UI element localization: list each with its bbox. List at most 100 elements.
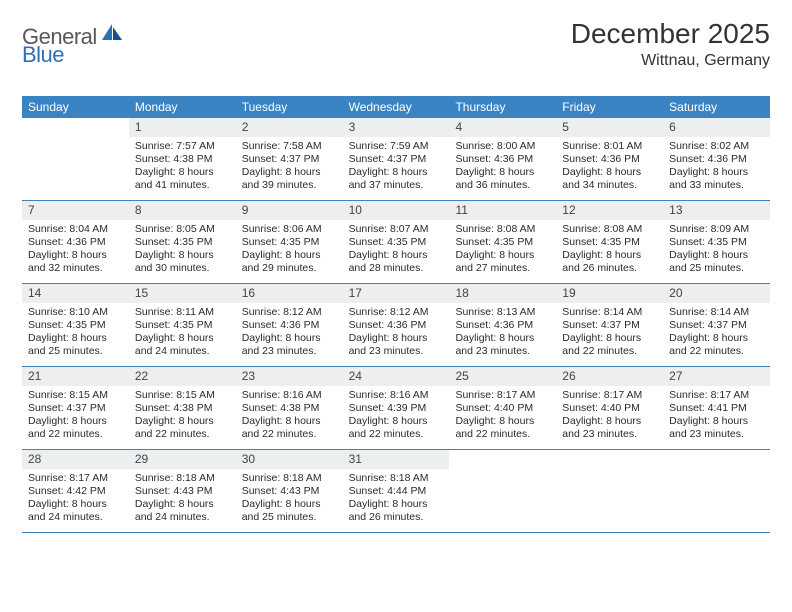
sunset-text: Sunset: 4:36 PM xyxy=(455,319,550,332)
day-cell: 24Sunrise: 8:16 AMSunset: 4:39 PMDayligh… xyxy=(343,367,450,449)
day-number: 9 xyxy=(236,201,343,220)
day-body: Sunrise: 8:06 AMSunset: 4:35 PMDaylight:… xyxy=(236,220,343,280)
dayhead-sun: Sunday xyxy=(22,96,129,118)
day-body: Sunrise: 8:16 AMSunset: 4:39 PMDaylight:… xyxy=(343,386,450,446)
week-row: 14Sunrise: 8:10 AMSunset: 4:35 PMDayligh… xyxy=(22,284,770,367)
week-row: 28Sunrise: 8:17 AMSunset: 4:42 PMDayligh… xyxy=(22,450,770,533)
daylight-text: Daylight: 8 hours and 34 minutes. xyxy=(562,166,657,192)
day-cell: 18Sunrise: 8:13 AMSunset: 4:36 PMDayligh… xyxy=(449,284,556,366)
daylight-text: Daylight: 8 hours and 22 minutes. xyxy=(455,415,550,441)
sunrise-text: Sunrise: 8:15 AM xyxy=(28,389,123,402)
day-body: Sunrise: 8:09 AMSunset: 4:35 PMDaylight:… xyxy=(663,220,770,280)
sunset-text: Sunset: 4:35 PM xyxy=(349,236,444,249)
daylight-text: Daylight: 8 hours and 39 minutes. xyxy=(242,166,337,192)
sunset-text: Sunset: 4:36 PM xyxy=(669,153,764,166)
sunset-text: Sunset: 4:41 PM xyxy=(669,402,764,415)
sunset-text: Sunset: 4:36 PM xyxy=(28,236,123,249)
daylight-text: Daylight: 8 hours and 22 minutes. xyxy=(135,415,230,441)
day-body: Sunrise: 8:17 AMSunset: 4:42 PMDaylight:… xyxy=(22,469,129,529)
logo-text-blue: Blue xyxy=(22,42,64,67)
day-number: 8 xyxy=(129,201,236,220)
sunrise-text: Sunrise: 8:18 AM xyxy=(242,472,337,485)
sunrise-text: Sunrise: 7:59 AM xyxy=(349,140,444,153)
sunset-text: Sunset: 4:38 PM xyxy=(242,402,337,415)
sunset-text: Sunset: 4:35 PM xyxy=(455,236,550,249)
day-number: 1 xyxy=(129,118,236,137)
dayhead-wed: Wednesday xyxy=(343,96,450,118)
sunrise-text: Sunrise: 8:15 AM xyxy=(135,389,230,402)
day-body: Sunrise: 8:02 AMSunset: 4:36 PMDaylight:… xyxy=(663,137,770,197)
sunset-text: Sunset: 4:43 PM xyxy=(135,485,230,498)
day-number: 30 xyxy=(236,450,343,469)
daylight-text: Daylight: 8 hours and 26 minutes. xyxy=(562,249,657,275)
sunrise-text: Sunrise: 8:14 AM xyxy=(669,306,764,319)
sunset-text: Sunset: 4:36 PM xyxy=(242,319,337,332)
daylight-text: Daylight: 8 hours and 25 minutes. xyxy=(28,332,123,358)
sunset-text: Sunset: 4:35 PM xyxy=(135,236,230,249)
dayhead-thu: Thursday xyxy=(449,96,556,118)
day-cell: 31Sunrise: 8:18 AMSunset: 4:44 PMDayligh… xyxy=(343,450,450,532)
day-body: Sunrise: 8:00 AMSunset: 4:36 PMDaylight:… xyxy=(449,137,556,197)
sunset-text: Sunset: 4:37 PM xyxy=(562,319,657,332)
sunrise-text: Sunrise: 8:08 AM xyxy=(562,223,657,236)
sunrise-text: Sunrise: 8:14 AM xyxy=(562,306,657,319)
sunrise-text: Sunrise: 8:09 AM xyxy=(669,223,764,236)
day-body: Sunrise: 8:14 AMSunset: 4:37 PMDaylight:… xyxy=(663,303,770,363)
day-cell: 5Sunrise: 8:01 AMSunset: 4:36 PMDaylight… xyxy=(556,118,663,200)
week-row: 1Sunrise: 7:57 AMSunset: 4:38 PMDaylight… xyxy=(22,118,770,201)
day-cell: 28Sunrise: 8:17 AMSunset: 4:42 PMDayligh… xyxy=(22,450,129,532)
day-number: 19 xyxy=(556,284,663,303)
day-number: 12 xyxy=(556,201,663,220)
sunrise-text: Sunrise: 8:01 AM xyxy=(562,140,657,153)
sunrise-text: Sunrise: 8:12 AM xyxy=(349,306,444,319)
sunrise-text: Sunrise: 8:18 AM xyxy=(135,472,230,485)
daylight-text: Daylight: 8 hours and 24 minutes. xyxy=(28,498,123,524)
day-body: Sunrise: 8:15 AMSunset: 4:38 PMDaylight:… xyxy=(129,386,236,446)
sunrise-text: Sunrise: 8:17 AM xyxy=(669,389,764,402)
sunrise-text: Sunrise: 8:05 AM xyxy=(135,223,230,236)
sunrise-text: Sunrise: 8:11 AM xyxy=(135,306,230,319)
daylight-text: Daylight: 8 hours and 24 minutes. xyxy=(135,332,230,358)
day-cell: 11Sunrise: 8:08 AMSunset: 4:35 PMDayligh… xyxy=(449,201,556,283)
day-body: Sunrise: 8:08 AMSunset: 4:35 PMDaylight:… xyxy=(449,220,556,280)
day-body: Sunrise: 8:13 AMSunset: 4:36 PMDaylight:… xyxy=(449,303,556,363)
day-number: 10 xyxy=(343,201,450,220)
sunrise-text: Sunrise: 8:12 AM xyxy=(242,306,337,319)
sunset-text: Sunset: 4:42 PM xyxy=(28,485,123,498)
day-body: Sunrise: 8:14 AMSunset: 4:37 PMDaylight:… xyxy=(556,303,663,363)
sunrise-text: Sunrise: 8:10 AM xyxy=(28,306,123,319)
sunset-text: Sunset: 4:39 PM xyxy=(349,402,444,415)
day-cell xyxy=(22,118,129,200)
sunset-text: Sunset: 4:37 PM xyxy=(349,153,444,166)
sunset-text: Sunset: 4:44 PM xyxy=(349,485,444,498)
daylight-text: Daylight: 8 hours and 23 minutes. xyxy=(455,332,550,358)
sunset-text: Sunset: 4:36 PM xyxy=(349,319,444,332)
day-body: Sunrise: 8:04 AMSunset: 4:36 PMDaylight:… xyxy=(22,220,129,280)
sunrise-text: Sunrise: 8:02 AM xyxy=(669,140,764,153)
day-cell: 13Sunrise: 8:09 AMSunset: 4:35 PMDayligh… xyxy=(663,201,770,283)
dayhead-mon: Monday xyxy=(129,96,236,118)
day-number: 29 xyxy=(129,450,236,469)
day-body: Sunrise: 8:07 AMSunset: 4:35 PMDaylight:… xyxy=(343,220,450,280)
sunset-text: Sunset: 4:35 PM xyxy=(28,319,123,332)
daylight-text: Daylight: 8 hours and 22 minutes. xyxy=(669,332,764,358)
day-cell xyxy=(556,450,663,532)
sunrise-text: Sunrise: 8:06 AM xyxy=(242,223,337,236)
day-cell: 14Sunrise: 8:10 AMSunset: 4:35 PMDayligh… xyxy=(22,284,129,366)
day-cell: 23Sunrise: 8:16 AMSunset: 4:38 PMDayligh… xyxy=(236,367,343,449)
day-number: 5 xyxy=(556,118,663,137)
sunset-text: Sunset: 4:37 PM xyxy=(669,319,764,332)
day-cell: 20Sunrise: 8:14 AMSunset: 4:37 PMDayligh… xyxy=(663,284,770,366)
day-cell: 21Sunrise: 8:15 AMSunset: 4:37 PMDayligh… xyxy=(22,367,129,449)
dayhead-fri: Friday xyxy=(556,96,663,118)
header: General December 2025 Wittnau, Germany xyxy=(22,18,770,70)
day-number: 24 xyxy=(343,367,450,386)
day-number: 26 xyxy=(556,367,663,386)
day-body: Sunrise: 8:12 AMSunset: 4:36 PMDaylight:… xyxy=(343,303,450,363)
day-body: Sunrise: 8:17 AMSunset: 4:41 PMDaylight:… xyxy=(663,386,770,446)
sunrise-text: Sunrise: 8:18 AM xyxy=(349,472,444,485)
day-body: Sunrise: 8:08 AMSunset: 4:35 PMDaylight:… xyxy=(556,220,663,280)
location: Wittnau, Germany xyxy=(571,52,770,70)
sunrise-text: Sunrise: 8:13 AM xyxy=(455,306,550,319)
day-body: Sunrise: 8:12 AMSunset: 4:36 PMDaylight:… xyxy=(236,303,343,363)
